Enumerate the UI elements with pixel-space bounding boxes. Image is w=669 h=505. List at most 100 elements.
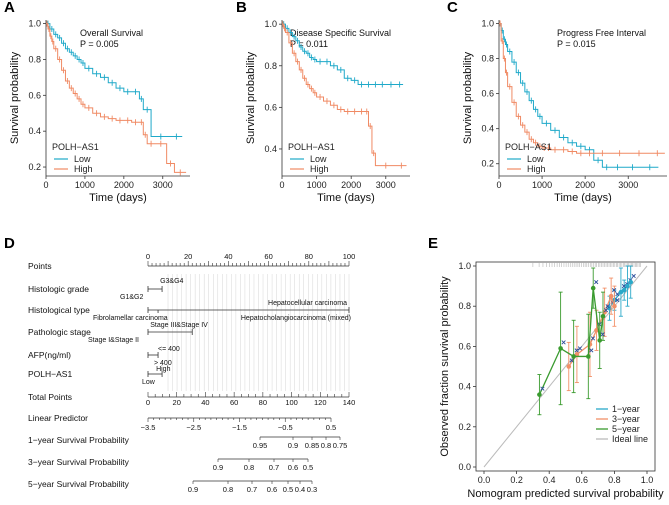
lp-tick-label: 0.5: [326, 423, 336, 432]
grade-label-high: G3&G4: [160, 278, 183, 285]
afp-label-high: > 400: [154, 360, 172, 367]
points-tick-label: 100: [343, 252, 356, 261]
nomogram-row-label: Total Points: [28, 392, 72, 402]
legend-label: 3−year: [612, 414, 640, 424]
observed-cross: [540, 386, 545, 391]
y-tick-label: 0.0: [458, 462, 471, 472]
legend-title: POLH−AS1: [288, 142, 335, 152]
surv1-tick-label: 0.95: [253, 441, 268, 450]
legend-label: 5−year: [612, 424, 640, 434]
observed-cross: [589, 348, 594, 353]
y-tick-label: 1.0: [458, 261, 471, 271]
legend-title: POLH−AS1: [52, 142, 99, 152]
km-plot-disease-specific: 0 1000 2000 3000 0.4 0.6 0.8 1.0 Time (days) Surv…: [245, 19, 410, 204]
surv1-tick-label: 0.9: [288, 441, 298, 450]
y-tick-label: 0.2: [481, 159, 494, 169]
nomogram: Points Histologic grade Histological type P…: [28, 252, 355, 494]
type-label-hcc: Hepatocellular carcinoma: [268, 300, 347, 307]
surv3-tick-label: 0.6: [288, 463, 298, 472]
nomogram-row-label: AFP(ng/ml): [28, 350, 71, 360]
calibration-point: [597, 338, 603, 343]
plot-title: Disease Specific Survival: [290, 28, 391, 38]
y-tick-label: 0.6: [481, 89, 494, 99]
y-tick-label: 0.4: [264, 144, 277, 154]
surv1-tick-label: 0.75: [333, 441, 348, 450]
observed-cross: [590, 336, 596, 341]
legend-label-high: High: [527, 164, 546, 174]
surv1-tick-label: 0.8: [321, 441, 331, 450]
total-tick-label: 140: [343, 398, 356, 407]
y-tick-label: 0.4: [458, 382, 471, 392]
km-curve-high: [46, 23, 187, 173]
x-axis-title: Time (days): [317, 192, 375, 204]
x-tick-label: 0: [43, 180, 48, 190]
x-tick-label: 3000: [153, 180, 173, 190]
calibration-point: [594, 328, 599, 333]
x-axis-title: Time (days): [89, 192, 147, 204]
surv3-tick-label: 0.9: [213, 463, 223, 472]
x-axis-title: Time (days): [554, 192, 612, 204]
calibration-point: [586, 354, 591, 359]
nomogram-row-label: 1−year Survival Probability: [28, 435, 130, 445]
x-tick-label: 0.8: [608, 475, 621, 485]
surv5-tick-label: 0.4: [295, 485, 305, 494]
type-label-fibrolamellar: Fibrolamellar carcinoma: [93, 315, 168, 322]
p-value: P = 0.011: [290, 39, 328, 49]
stage-label-high: Stage III&Stage IV: [150, 322, 208, 329]
x-tick-label: 2000: [114, 180, 134, 190]
y-tick-label: 1.0: [28, 19, 41, 29]
y-axis-title: Survival probability: [462, 51, 474, 144]
nomogram-row-label: Linear Predictor: [28, 413, 88, 423]
y-tick-label: 0.8: [481, 54, 494, 64]
observed-cross: [577, 346, 583, 351]
x-tick-label: 3000: [376, 180, 396, 190]
surv3-tick-label: 0.7: [269, 463, 279, 472]
surv3-tick-label: 0.8: [244, 463, 254, 472]
legend-label-high: High: [310, 164, 329, 174]
surv5-tick-label: 0.9: [188, 485, 198, 494]
polh-label-high: High: [156, 366, 171, 373]
observed-cross: [605, 304, 610, 309]
calibration-point: [566, 364, 572, 369]
surv5-tick-label: 0.6: [267, 485, 277, 494]
calibration-point: [628, 279, 633, 285]
km-plot-progress-free: 0 1000 2000 3000 0.2 0.4 0.6 0.8 1.0 Time (days) S…: [462, 19, 667, 204]
y-tick-label: 0.4: [481, 124, 494, 134]
y-tick-label: 0.6: [264, 102, 277, 112]
calibration-point: [602, 309, 607, 315]
points-tick-label: 0: [146, 252, 150, 261]
observed-cross: [600, 332, 605, 337]
lp-tick-label: −1.5: [232, 423, 247, 432]
calibration-point: [621, 287, 627, 293]
points-tick-label: 80: [305, 252, 313, 261]
x-tick-label: 1000: [75, 180, 95, 190]
lp-tick-label: −0.5: [278, 423, 293, 432]
plot-title: Progress Free Interval: [557, 28, 646, 38]
surv3-tick-label: 0.5: [303, 463, 313, 472]
plot-frame: [475, 261, 656, 472]
nomogram-row-label: Points: [28, 261, 52, 271]
calibration-plot: 0.0 0.2 0.4 0.6 0.8 1.0 0.0 0.2 0.4 0.6 0.8 1.0 Nomo…: [439, 261, 664, 500]
legend-label-high: High: [74, 164, 93, 174]
polh-label-low: Low: [142, 379, 156, 386]
km-curve-low: [499, 23, 659, 168]
panel-letter-c: C: [447, 0, 458, 16]
plot-title: Overall Survival: [80, 28, 143, 38]
x-tick-label: 0.4: [543, 475, 556, 485]
y-axis-title: Observed fraction survival probability: [439, 276, 451, 457]
surv5-tick-label: 0.7: [247, 485, 257, 494]
observed-cross: [603, 308, 609, 313]
observed-cross: [615, 292, 620, 297]
lp-tick-label: −2.5: [186, 423, 201, 432]
x-tick-label: 2000: [341, 180, 361, 190]
total-tick-label: 60: [230, 398, 238, 407]
y-tick-label: 0.4: [28, 126, 41, 136]
panel-letter-b: B: [236, 0, 247, 16]
total-tick-label: 100: [285, 398, 298, 407]
stage-label-low: Stage I&Stage II: [88, 337, 139, 344]
points-tick-label: 60: [264, 252, 272, 261]
y-tick-label: 0.2: [28, 162, 41, 172]
grade-label-low: G1&G2: [120, 294, 143, 301]
x-tick-label: 3000: [618, 180, 638, 190]
y-tick-label: 0.6: [28, 90, 41, 100]
